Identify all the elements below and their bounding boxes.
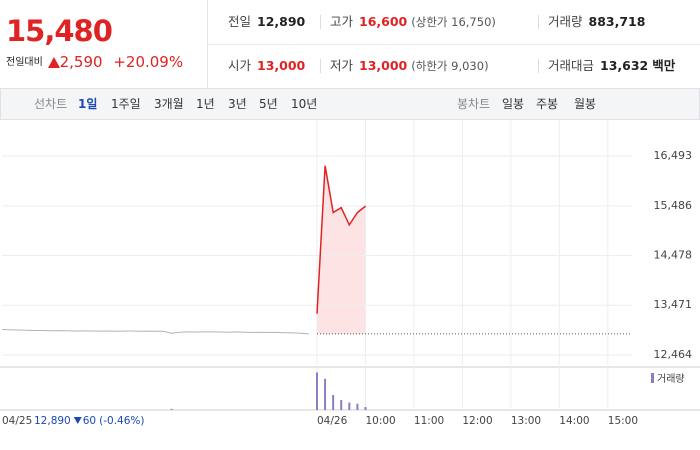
stat-value: 13,000 — [257, 58, 306, 73]
separator — [538, 15, 539, 29]
divider — [208, 44, 700, 45]
legend-swatch — [651, 373, 654, 383]
candle-tab[interactable]: 월봉 — [574, 97, 597, 111]
stat-item: 저가 13,000 (하한가 9,030) — [330, 44, 489, 88]
volume-bar — [170, 408, 173, 410]
legend-label: 거래량 — [657, 373, 685, 385]
stat-label: 거래량 — [548, 14, 583, 29]
volume-bar — [340, 400, 343, 410]
separator — [320, 59, 321, 73]
up-arrow — [47, 57, 60, 68]
prev-day-info: 12,890 60 (-0.46%) — [34, 415, 144, 427]
change-label: 전일대비 — [6, 57, 43, 68]
volume-bar — [364, 407, 367, 410]
volume-bar — [356, 403, 359, 410]
y-tick-label: 12,464 — [654, 348, 693, 361]
x-tick-label: 11:00 — [414, 415, 444, 427]
y-tick-label: 16,493 — [654, 149, 693, 162]
x-tick-label: 13:00 — [511, 415, 541, 427]
stat-note: (상한가 16,750) — [411, 15, 496, 29]
tab-group-label: 선차트 — [34, 97, 68, 111]
period-tab[interactable]: 10년 — [291, 97, 318, 111]
prev-change: 60 — [83, 415, 96, 427]
period-tab[interactable]: 5년 — [259, 97, 278, 111]
stat-unit: 백만 — [652, 58, 676, 73]
stat-label: 시가 — [228, 58, 252, 73]
period-tab[interactable]: 1년 — [196, 97, 215, 111]
change-percent: +20.09% — [113, 53, 184, 71]
stat-value: 12,890 — [257, 14, 306, 29]
price-line — [1, 329, 309, 335]
stat-label: 전일 — [228, 14, 252, 29]
stat-value: 883,718 — [588, 14, 646, 29]
separator — [320, 15, 321, 29]
stat-item: 거래량 883,718 — [548, 0, 645, 44]
volume-bar — [316, 372, 318, 410]
stat-value: 16,600 — [359, 14, 408, 29]
stat-item: 거래대금 13,632 백만 — [548, 44, 675, 88]
stat-note: (하한가 9,030) — [411, 59, 489, 73]
stat-label: 저가 — [330, 58, 354, 73]
period-tab[interactable]: 3개월 — [154, 97, 184, 111]
stat-label: 거래대금 — [548, 58, 595, 73]
prev-change-pct: (-0.46%) — [99, 415, 144, 427]
stat-value: 13,000 — [359, 58, 408, 73]
period-tab[interactable]: 1주일 — [111, 97, 141, 111]
price-line — [316, 165, 366, 314]
area-fill — [317, 165, 366, 334]
stat-item: 전일 12,890 — [228, 0, 305, 44]
candle-tab[interactable]: 일봉 — [502, 97, 525, 111]
down-arrow — [73, 417, 82, 424]
candle-tab[interactable]: 주봉 — [536, 97, 559, 111]
stat-item: 고가 16,600 (상한가 16,750) — [330, 0, 496, 44]
x-tick-label: 10:00 — [365, 415, 395, 427]
y-tick-label: 14,478 — [654, 249, 693, 262]
y-tick-label: 15,486 — [654, 199, 693, 212]
separator — [538, 59, 539, 73]
volume-bar — [348, 402, 351, 410]
quote-panel: 15,480 전일대비 2,590 +20.09% — [0, 0, 208, 88]
stats-panel: 전일 12,890 고가 16,600 (상한가 16,750) 거래량 883,718 시가… — [208, 0, 700, 88]
stat-value: 13,632 — [600, 58, 649, 73]
chart-tabs: 선차트 1일 1주일 3개월 1년 3년 5년 10년 봉차트 일봉 주봉 월봉 — [0, 88, 700, 120]
x-tick-label: 15:00 — [608, 415, 638, 427]
prev-close: 12,890 — [34, 415, 71, 427]
stat-label: 고가 — [330, 14, 354, 29]
x-tick-label: 12:00 — [462, 415, 492, 427]
period-tab[interactable]: 3년 — [228, 97, 247, 111]
change-row: 전일대비 2,590 +20.09% — [6, 53, 183, 71]
period-tab[interactable]: 1일 — [78, 97, 98, 111]
tab-group-label: 봉차트 — [457, 97, 491, 111]
price-chart: 12,464 13,471 14,478 15,486 16,493 04/25 04/26… — [0, 120, 700, 427]
x-tick-label: 04/26 — [317, 415, 348, 427]
y-tick-label: 13,471 — [654, 298, 693, 311]
volume-bar — [324, 378, 327, 410]
volume-bar — [332, 395, 335, 410]
stat-item: 시가 13,000 — [228, 44, 305, 88]
x-tick-label: 14:00 — [559, 415, 589, 427]
current-price: 15,480 — [6, 14, 113, 48]
change-value: 2,590 — [59, 53, 103, 71]
x-tick-label: 04/25 — [2, 415, 32, 427]
